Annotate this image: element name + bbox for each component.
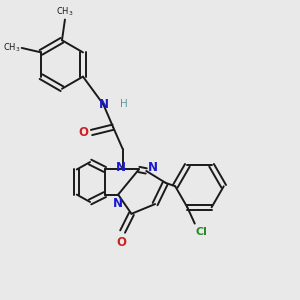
- Text: O: O: [78, 126, 88, 139]
- Text: CH$_3$: CH$_3$: [3, 42, 20, 54]
- Text: N: N: [116, 161, 126, 175]
- Text: CH$_3$: CH$_3$: [56, 5, 74, 18]
- Text: N: N: [148, 161, 158, 175]
- Text: N: N: [112, 197, 123, 210]
- Text: N: N: [98, 98, 108, 111]
- Text: O: O: [116, 236, 126, 249]
- Text: H: H: [120, 99, 128, 109]
- Text: Cl: Cl: [195, 226, 207, 236]
